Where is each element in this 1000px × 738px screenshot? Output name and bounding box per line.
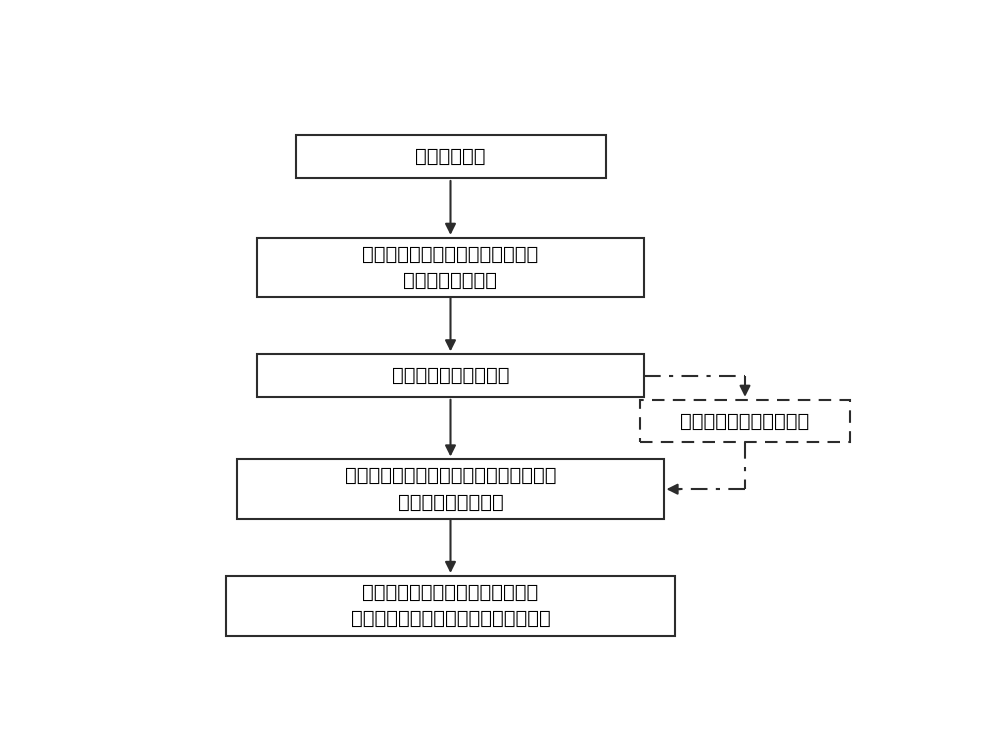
FancyBboxPatch shape [640, 400, 850, 442]
FancyBboxPatch shape [296, 136, 606, 178]
Text: 计算心影右侧最大横径及心影左侧
最大横径的和值与胸廓最大横径的比值: 计算心影右侧最大横径及心影左侧 最大横径的和值与胸廓最大横径的比值 [351, 583, 550, 629]
Text: 测量心影右侧最大横径、心影左侧最大横
径以及胸廓最大横径: 测量心影右侧最大横径、心影左侧最大横 径以及胸廓最大横径 [345, 466, 556, 512]
Text: 对左、右肺进行倾斜校正: 对左、右肺进行倾斜校正 [680, 412, 810, 430]
Text: 对胸部图像中的肺区域进行分割，
获得左、右肺图像: 对胸部图像中的肺区域进行分割， 获得左、右肺图像 [362, 245, 539, 290]
Text: 获取左、右肺的中轴线: 获取左、右肺的中轴线 [392, 366, 509, 385]
FancyBboxPatch shape [257, 238, 644, 297]
Text: 获取胸部图像: 获取胸部图像 [415, 148, 486, 166]
FancyBboxPatch shape [226, 576, 675, 635]
FancyBboxPatch shape [237, 459, 664, 519]
FancyBboxPatch shape [257, 354, 644, 397]
